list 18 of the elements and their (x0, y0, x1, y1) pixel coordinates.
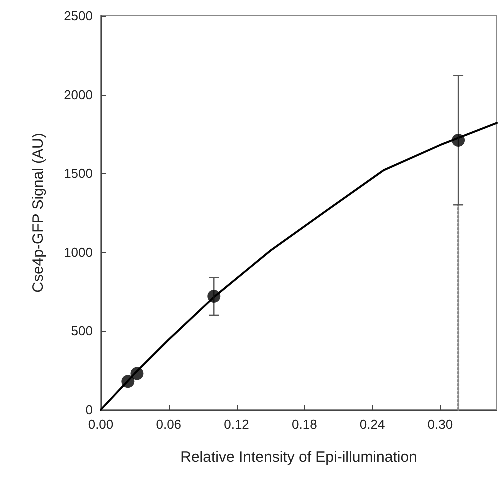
x-tick-label: 0.12 (224, 417, 250, 432)
x-axis-title: Relative Intensity of Epi-illumination (180, 449, 418, 466)
y-tick-label: 2500 (64, 8, 93, 24)
x-tick-label: 0.18 (292, 417, 318, 432)
y-tick-label: 1000 (64, 244, 93, 260)
y-tick-label: 2000 (64, 87, 93, 102)
x-tick-label: 0.06 (156, 417, 182, 432)
x-tick-label: 0.24 (360, 417, 386, 432)
y-tick-label: 500 (71, 324, 93, 339)
y-tick-label: 1500 (64, 166, 93, 182)
point (130, 367, 144, 380)
x-tick-label: 0.00 (88, 417, 114, 432)
y-axis-title: Cse4p-GFP Signal (AU) (30, 133, 47, 293)
point (208, 290, 221, 304)
x-tick-label: 0.30 (428, 417, 454, 432)
point (452, 134, 466, 147)
point (122, 375, 135, 388)
y-tick-label: 0 (86, 402, 93, 418)
